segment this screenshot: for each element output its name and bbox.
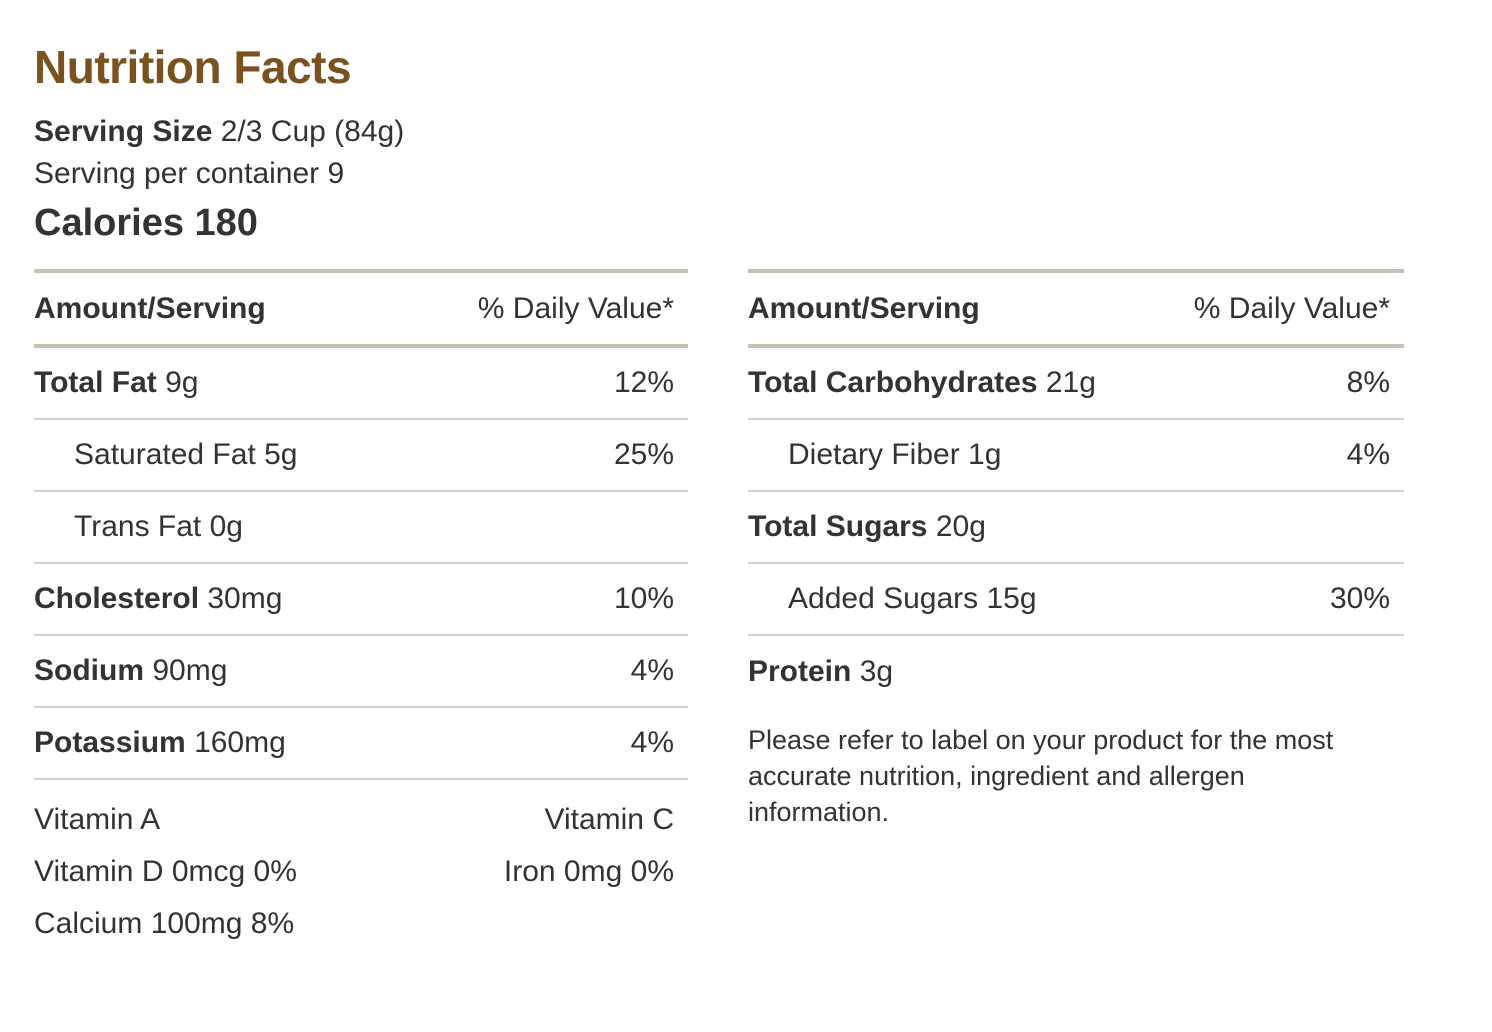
nutrient-dv: 8% [1346,366,1390,399]
vitamin-d: Vitamin D 0mcg 0% [34,855,297,888]
calcium: Calcium 100mg 8% [34,907,295,940]
nutrient-row-sodium: Sodium 90mg 4% [34,636,688,708]
vitamin-c: Vitamin C [544,803,675,836]
header-amount: Amount/Serving [748,291,980,325]
nutrient-name: Added Sugars 15g [788,582,1037,615]
nutrient-name: Total Carbohydrates [748,366,1038,399]
nutrient-dv: 10% [613,582,674,615]
nutrient-dv: 12% [613,366,674,399]
nutrient-amount: 3g [859,655,894,688]
nutrients-table-left: Amount/Serving % Daily Value* Total Fat … [34,269,688,950]
table-header: Amount/Serving % Daily Value* [748,269,1404,348]
vitamin-line: Vitamin D 0mcg 0% Iron 0mg 0% [34,846,688,898]
header-daily-value: % Daily Value* [1193,291,1390,325]
nutrient-dv: 4% [630,654,674,687]
nutrient-row-total-sugars: Total Sugars 20g [748,492,1404,564]
vitamin-line: Calcium 100mg 8% [34,898,688,950]
vitamin-a: Vitamin A [34,803,161,836]
header-amount: Amount/Serving [34,291,266,325]
serving-size: Serving Size 2/3 Cup (84g) [34,115,404,149]
iron: Iron 0mg 0% [503,855,674,888]
calories: Calories 180 [34,202,258,244]
nutrient-name: Potassium [34,726,186,759]
nutrient-amount: 21g [1045,366,1096,399]
nutrient-name: Saturated Fat 5g [74,438,298,471]
nutrient-amount: 160mg [194,726,286,759]
servings-per-container: Serving per container 9 [34,157,345,190]
nutrient-dv: 4% [1346,438,1390,471]
nutrient-name: Cholesterol [34,582,200,615]
nutrient-row-total-carbohydrates: Total Carbohydrates 21g 8% [748,348,1404,420]
nutrient-row-protein: Protein 3g [748,636,1404,708]
nutrient-row-saturated-fat: Saturated Fat 5g 25% [34,420,688,492]
vitamin-line: Vitamin A Vitamin C [34,794,688,846]
nutrient-row-added-sugars: Added Sugars 15g 30% [748,564,1404,636]
vitamins-section: Vitamin A Vitamin C Vitamin D 0mcg 0% Ir… [34,780,688,950]
table-header: Amount/Serving % Daily Value* [34,269,688,348]
nutrient-row-cholesterol: Cholesterol 30mg 10% [34,564,688,636]
nutrient-name: Dietary Fiber 1g [788,438,1002,471]
nutrient-row-dietary-fiber: Dietary Fiber 1g 4% [748,420,1404,492]
nutrient-row-total-fat: Total Fat 9g 12% [34,348,688,420]
nutrient-amount: 30mg [207,582,283,615]
nutrient-dv: 4% [630,726,674,759]
nutrient-row-trans-fat: Trans Fat 0g [34,492,688,564]
serving-size-label: Serving Size [34,115,213,148]
nutrient-dv: 30% [1329,582,1390,615]
nutrient-name: Total Sugars [748,510,928,543]
nutrient-name: Protein [748,655,852,688]
nutrient-name: Sodium [34,654,144,687]
disclaimer-text: Please refer to label on your product fo… [748,725,1334,827]
nutrient-amount: 90mg [152,654,228,687]
nutrient-dv: 25% [613,438,674,471]
nutrient-name: Trans Fat 0g [74,510,243,543]
page-title: Nutrition Facts [34,41,352,93]
nutrient-amount: 9g [165,366,199,399]
nutrient-name: Total Fat [34,366,157,399]
nutrient-row-potassium: Potassium 160mg 4% [34,708,688,780]
header-daily-value: % Daily Value* [477,291,674,325]
nutrients-table-right: Amount/Serving % Daily Value* Total Carb… [748,269,1404,830]
serving-size-value: 2/3 Cup (84g) [220,115,405,148]
nutrient-amount: 20g [935,510,986,543]
